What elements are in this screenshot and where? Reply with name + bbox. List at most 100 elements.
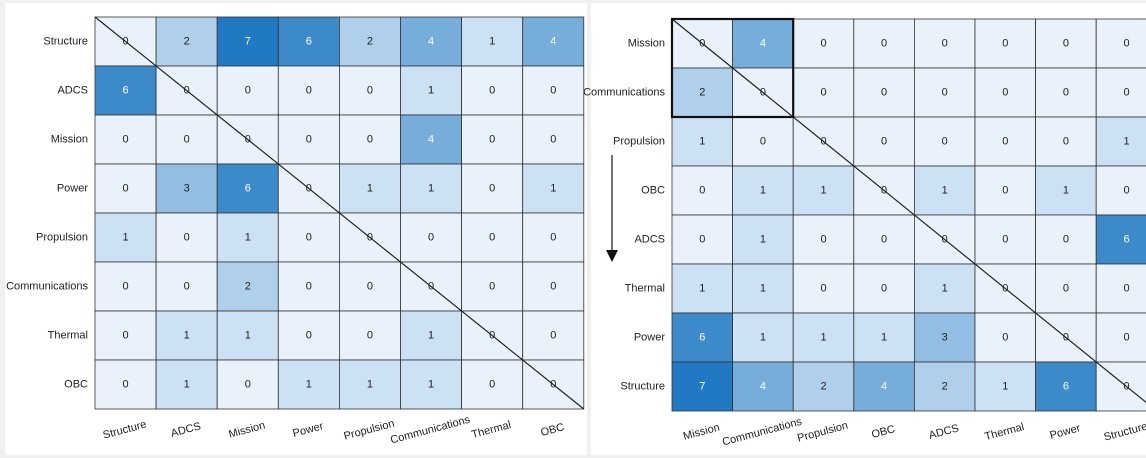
cell-structure-power — [1035, 361, 1097, 412]
cell-mission-structure — [1095, 18, 1146, 69]
cell-propulsion-structure — [1095, 116, 1146, 167]
cell-propulsion-power — [277, 212, 340, 263]
cell-value: 3 — [184, 183, 190, 195]
cell-structure-thermal — [461, 16, 524, 67]
cell-adcs-mission — [671, 214, 733, 265]
cell-communications-adcs — [155, 261, 218, 312]
cell-value: 1 — [760, 332, 766, 344]
cell-mission-thermal — [461, 114, 524, 165]
cell-value: 0 — [122, 183, 128, 195]
col-label-obc: OBC — [870, 423, 896, 441]
cell-value: 3 — [942, 332, 948, 344]
cell-value: 2 — [820, 381, 826, 393]
cell-value: 0 — [881, 234, 887, 246]
cell-value: 4 — [881, 381, 887, 393]
cell-propulsion-thermal — [974, 116, 1036, 167]
cell-adcs-communications — [732, 214, 794, 265]
cell-value: 7 — [699, 381, 705, 393]
cell-structure-mission — [216, 16, 279, 67]
cell-communications-mission — [216, 261, 279, 312]
cell-value: 0 — [881, 87, 887, 99]
cell-adcs-obc — [522, 65, 585, 116]
row-label-mission: Mission — [51, 134, 88, 146]
down-arrow-icon — [606, 155, 618, 262]
cell-obc-thermal — [461, 359, 524, 410]
row-label-propulsion: Propulsion — [36, 232, 88, 244]
cell-structure-communications — [732, 361, 794, 412]
cell-value: 0 — [489, 134, 495, 146]
cell-value: 1 — [550, 183, 556, 195]
cell-mission-power — [277, 114, 340, 165]
cell-value: 1 — [820, 332, 826, 344]
cell-thermal-propulsion — [792, 263, 855, 314]
cell-value: 1 — [1063, 185, 1069, 197]
cell-value: 1 — [184, 330, 190, 342]
cell-structure-adcs — [155, 16, 218, 67]
highlighted-block — [670, 17, 795, 119]
cell-thermal-adcs — [155, 310, 218, 361]
cell-value: 1 — [306, 379, 312, 391]
row-label-thermal: Thermal — [48, 330, 88, 342]
cell-value: 0 — [306, 330, 312, 342]
cell-value: 0 — [942, 38, 948, 50]
cell-propulsion-adcs — [155, 212, 218, 263]
cell-value: 0 — [184, 232, 190, 244]
cell-communications-structure — [94, 261, 157, 312]
cell-value: 0 — [489, 379, 495, 391]
cell-obc-thermal — [974, 165, 1036, 216]
cell-power-thermal — [974, 312, 1036, 363]
cell-obc-structure — [1095, 165, 1146, 216]
cell-value: 4 — [760, 38, 766, 50]
cell-value: 2 — [942, 381, 948, 393]
cell-adcs-obc — [853, 214, 915, 265]
cell-propulsion-communications — [732, 116, 794, 167]
row-label-adcs: ADCS — [634, 234, 665, 246]
row-label-thermal: Thermal — [625, 283, 665, 295]
cell-value: 0 — [820, 87, 826, 99]
cell-value: 1 — [428, 379, 434, 391]
cell-value: 0 — [367, 281, 373, 293]
cell-value: 6 — [1123, 234, 1129, 246]
cell-value: 1 — [820, 185, 826, 197]
cell-value: 0 — [306, 281, 312, 293]
cell-value: 0 — [489, 232, 495, 244]
cell-value: 0 — [1002, 136, 1008, 148]
cell-value: 0 — [1063, 87, 1069, 99]
cell-communications-obc — [522, 261, 585, 312]
cell-power-structure — [1095, 312, 1146, 363]
cell-adcs-propulsion — [338, 65, 401, 116]
cell-value: 0 — [1002, 185, 1008, 197]
cell-value: 0 — [550, 330, 556, 342]
cell-mission-obc — [522, 114, 585, 165]
cell-value: 0 — [881, 136, 887, 148]
cell-value: 1 — [699, 283, 705, 295]
cell-value: 0 — [820, 234, 826, 246]
cell-value: 2 — [245, 281, 251, 293]
row-label-obc: OBC — [641, 185, 665, 197]
cell-thermal-power — [277, 310, 340, 361]
row-label-mission: Mission — [628, 38, 665, 50]
cell-value: 0 — [367, 134, 373, 146]
row-label-adcs: ADCS — [57, 85, 88, 97]
cell-adcs-thermal — [461, 65, 524, 116]
cell-value: 0 — [245, 85, 251, 97]
cell-thermal-obc — [853, 263, 915, 314]
cell-power-communications — [400, 163, 462, 214]
cell-value: 0 — [1063, 136, 1069, 148]
cell-thermal-communications — [400, 310, 462, 361]
cell-propulsion-mission — [671, 116, 733, 167]
cell-power-obc — [522, 163, 585, 214]
right-dsm-heatmap: 0 4 0 0 0 0 0 0 2 0 0 0 0 0 0 0 1 0 0 0 0 0 0 1 0 1 1 0 1 0 1 0 0 1 0 0 0 0 0 6… — [583, 17, 1146, 448]
row-label-communications: Communications — [583, 87, 665, 99]
cell-value: 0 — [550, 134, 556, 146]
cell-thermal-communications — [732, 263, 794, 314]
cell-value: 0 — [1002, 234, 1008, 246]
left-dsm-heatmap: 0 2 7 6 2 4 1 4 6 0 0 0 0 1 0 0 0 0 0 0 0 4 0 0 0 3 6 0 1 1 0 1 1 0 1 0 0 0 0 0… — [6, 16, 585, 446]
cell-value: 0 — [1123, 283, 1129, 295]
cell-value: 4 — [550, 36, 556, 48]
cell-value: 0 — [881, 38, 887, 50]
cell-value: 2 — [699, 87, 705, 99]
row-label-structure: Structure — [620, 381, 665, 393]
cell-value: 6 — [699, 332, 705, 344]
